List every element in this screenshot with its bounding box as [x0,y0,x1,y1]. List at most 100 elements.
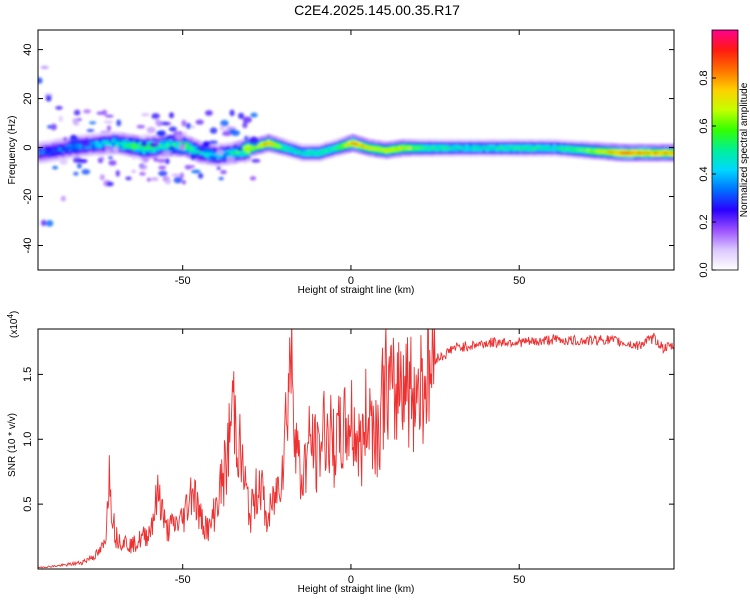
heatmap-cell [290,153,295,157]
spectrogram-x-label: Height of straight line (km) [298,285,415,296]
heatmap-cell [367,139,372,142]
heatmap-cell [216,146,221,150]
heatmap-cell [384,151,389,155]
heatmap-cell [367,143,372,147]
heatmap-cell [589,151,594,155]
heatmap-cell [637,146,641,150]
heatmap-cell [182,139,187,142]
heatmap-cell [600,142,604,146]
heatmap-cell [229,146,234,150]
heatmap-cell [657,151,662,155]
heatmap-cell [239,144,244,148]
heatmap-cell [556,151,561,155]
heatmap-cell [522,139,527,142]
heatmap-cell [660,148,665,152]
heatmap-cell [118,151,123,155]
heatmap-cell [525,139,530,142]
heatmap-cell [435,148,440,152]
heatmap-cell [455,148,460,152]
heatmap-cell [549,148,554,152]
heatmap-cell [377,142,382,146]
heatmap-cell [108,134,113,138]
heatmap-cell [394,147,399,151]
heatmap-cell [280,138,285,141]
heatmap-cell [660,151,665,155]
heatmap-cell [98,142,103,146]
heatmap-noise-blob [216,158,223,164]
heatmap-cell [425,146,429,150]
heatmap-cell [105,137,110,141]
colorbar: 0.00.20.40.60.8 Normalized spectral ampl… [698,29,750,278]
heatmap-cell [603,157,608,161]
heatmap-cell [478,141,483,145]
heatmap-cell [105,134,110,138]
heatmap-cell [539,148,544,152]
heatmap-cell [613,153,618,157]
heatmap-cell [637,156,641,160]
heatmap-cell [283,148,288,152]
heatmap-cell [377,140,382,144]
heatmap-noise-blob [198,154,205,160]
heatmap-cell [118,132,123,136]
heatmap-cell [44,155,49,158]
heatmap-cell [630,153,635,157]
heatmap-cell [347,144,352,148]
heatmap-cell [85,148,90,152]
heatmap-cell [529,151,534,155]
heatmap-cell [616,151,621,154]
heatmap-cell [51,153,56,157]
heatmap-cell [347,135,352,139]
heatmap-cell [256,137,261,140]
heatmap-cell [377,145,382,149]
heatmap-cell [505,148,510,152]
heatmap-noise-blob [181,179,187,185]
heatmap-cell [276,149,281,153]
heatmap-cell [347,149,352,153]
heatmap-cell [388,148,392,152]
heatmap-cell [653,158,658,162]
heatmap-noise-blob [91,147,97,151]
heatmap-cell [532,146,537,150]
heatmap-cell [290,145,295,149]
heatmap-cell [327,148,332,152]
heatmap-cell [152,137,157,141]
heatmap-cell [448,143,453,147]
heatmap-cell [139,150,143,154]
heatmap-cell [303,146,308,150]
heatmap-cell [637,158,641,162]
heatmap-cell [58,150,63,154]
heatmap-cell [135,145,140,149]
heatmap-cell [388,150,392,154]
heatmap-cell [280,152,285,156]
heatmap-cell [243,150,248,154]
heatmap-cell [458,143,463,147]
heatmap-cell [482,141,487,145]
heatmap-cell [525,141,530,145]
heatmap-cell [287,152,291,156]
heatmap-cell [566,140,571,143]
heatmap-cell [576,145,581,149]
heatmap-cell [374,140,379,143]
heatmap-cell [300,156,305,160]
heatmap-cell [273,138,278,142]
heatmap-cell [640,148,645,152]
heatmap-cell [384,141,389,145]
heatmap-cell [159,149,164,153]
heatmap-cell [112,136,116,140]
heatmap-cell [239,154,244,158]
heatmap-cell [327,143,332,147]
heatmap-cell [462,148,466,152]
heatmap-cell [340,149,345,153]
heatmap-cell [435,151,440,155]
heatmap-cell [404,148,409,152]
heatmap-cell [68,153,73,157]
heatmap-cell [357,145,362,149]
heatmap-cell [64,156,69,160]
heatmap-cell [162,146,167,150]
heatmap-cell [351,148,355,152]
heatmap-cell [593,156,598,160]
heatmap-cell [626,148,631,152]
heatmap-cell [418,148,423,152]
heatmap-cell [108,151,113,155]
heatmap-cell [579,140,584,144]
